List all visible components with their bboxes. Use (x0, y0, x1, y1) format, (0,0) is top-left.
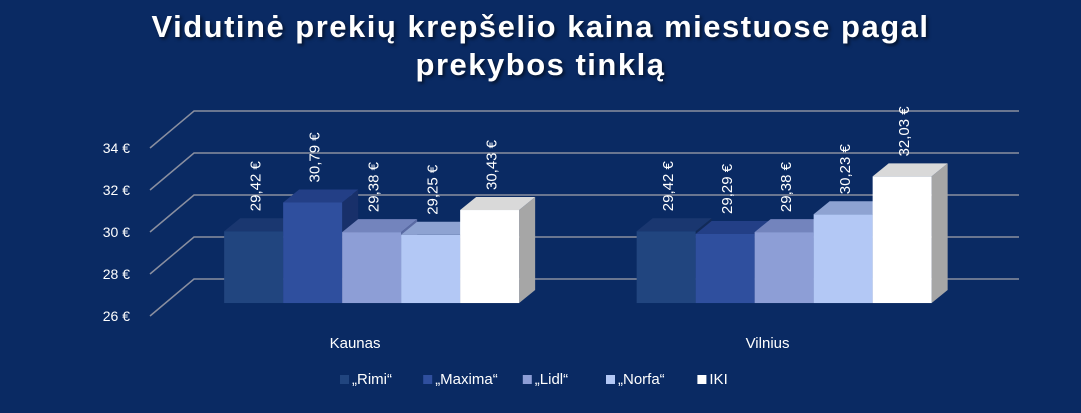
bars (224, 163, 948, 304)
category-label: Kaunas (330, 335, 381, 352)
legend-swatch (340, 375, 349, 384)
gridline (149, 194, 1019, 233)
data-label: 29,25 € (425, 164, 442, 215)
data-label: 29,38 € (778, 161, 795, 212)
bar (813, 214, 873, 304)
bar (342, 232, 402, 304)
bar (460, 210, 520, 304)
data-label: 29,29 € (719, 163, 736, 214)
bar-top (224, 218, 300, 232)
category-label: Vilnius (746, 335, 790, 352)
bar-top (695, 220, 771, 234)
y-tick-label: 34 € (103, 140, 130, 156)
bar-top (342, 219, 418, 233)
legend-item: „Lidl“ (535, 371, 568, 388)
y-tick-label: 30 € (103, 224, 130, 240)
bar-top (401, 221, 477, 235)
bar (283, 202, 343, 304)
legend: „Rimi“ „Maxima“ „Lidl“ „Norfa“ IKI (340, 371, 728, 388)
y-tick-label: 32 € (103, 182, 130, 198)
x-axis: Kaunas Vilnius (330, 335, 790, 352)
data-label: 29,38 € (366, 161, 383, 212)
legend-swatch (697, 375, 707, 384)
bar (872, 176, 932, 304)
chart-title-line-2: prekybos tinklą (415, 47, 666, 82)
legend-item: IKI (709, 371, 727, 388)
bar-top (754, 219, 830, 233)
legend-item: „Norfa“ (618, 371, 665, 388)
bar-side (519, 197, 536, 304)
y-axis: 26 € 28 € 30 € 32 € 34 € (103, 140, 130, 324)
bar-top (636, 218, 712, 232)
legend-item: „Rimi“ (352, 371, 392, 388)
data-label: 29,42 € (660, 161, 677, 212)
legend-item: „Maxima“ (435, 371, 498, 388)
gridline (149, 152, 1019, 191)
y-tick-label: 26 € (103, 308, 130, 324)
y-tick-label: 28 € (103, 266, 130, 282)
bar-top (460, 197, 536, 211)
bar-side (931, 163, 948, 304)
bar-top (813, 201, 889, 215)
bar (636, 231, 696, 304)
bar-top (872, 163, 948, 177)
data-label: 30,23 € (837, 144, 854, 195)
data-label: 30,79 € (307, 132, 324, 183)
data-label: 30,43 € (484, 139, 501, 190)
legend-swatch (606, 375, 615, 384)
chart-title: Vidutinė prekių krepšelio kaina miestuos… (0, 8, 1081, 84)
legend-swatch (522, 375, 532, 384)
legend-swatch (423, 375, 433, 384)
bar-top (283, 189, 359, 203)
data-label: 32,03 € (896, 106, 913, 157)
bar (754, 232, 814, 304)
bar (224, 231, 284, 304)
data-label: 29,42 € (248, 161, 265, 212)
gridline (149, 110, 1019, 149)
bar (401, 234, 461, 304)
chart-title-line-1: Vidutinė prekių krepšelio kaina miestuos… (151, 9, 930, 44)
bar (695, 233, 755, 304)
data-labels: 29,42 € 30,79 € 29,38 € 29,25 € 30,43 € 29,42… (248, 106, 914, 215)
